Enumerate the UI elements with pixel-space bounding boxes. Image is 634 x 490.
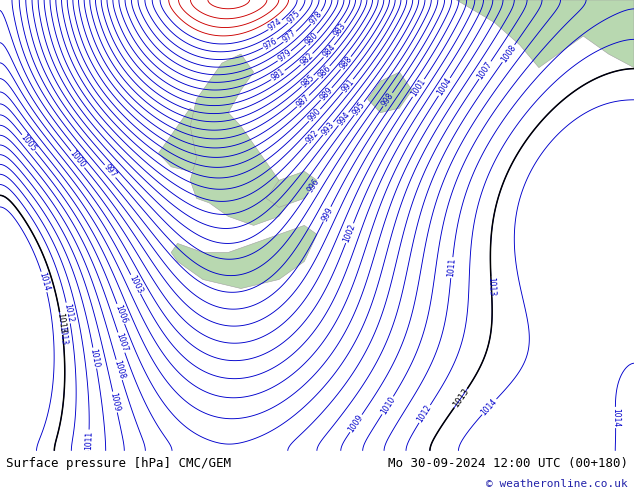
Text: 1013: 1013	[451, 387, 470, 410]
Text: 980: 980	[303, 31, 320, 48]
Polygon shape	[171, 225, 317, 289]
Text: 977: 977	[281, 29, 299, 45]
Polygon shape	[158, 108, 216, 172]
Text: 1012: 1012	[62, 303, 75, 323]
Text: 1003: 1003	[127, 273, 144, 295]
Text: 989: 989	[318, 86, 335, 102]
Polygon shape	[190, 54, 292, 225]
Text: 984: 984	[321, 43, 337, 60]
Text: 1013: 1013	[55, 313, 67, 335]
Text: 1012: 1012	[416, 403, 434, 424]
Text: 998: 998	[380, 91, 396, 108]
Text: 1007: 1007	[476, 60, 494, 81]
Text: 1006: 1006	[113, 303, 129, 324]
Text: Mo 30-09-2024 12:00 UTC (00+180): Mo 30-09-2024 12:00 UTC (00+180)	[387, 457, 628, 470]
Text: 979: 979	[276, 48, 293, 64]
Text: 978: 978	[308, 9, 324, 26]
Text: 1008: 1008	[112, 359, 126, 380]
Text: 982: 982	[299, 51, 315, 68]
Text: 991: 991	[340, 77, 356, 94]
Text: 1008: 1008	[499, 43, 518, 64]
Polygon shape	[368, 72, 412, 113]
Text: 975: 975	[286, 9, 302, 25]
Text: 976: 976	[262, 36, 279, 51]
Polygon shape	[266, 172, 317, 207]
Text: 1005: 1005	[19, 133, 38, 153]
Text: 996: 996	[305, 177, 321, 195]
Text: 1007: 1007	[114, 332, 129, 353]
Text: 987: 987	[295, 93, 311, 109]
Text: 1013: 1013	[57, 325, 68, 345]
Text: 999: 999	[320, 205, 334, 222]
Text: 1000: 1000	[68, 149, 87, 170]
Text: 997: 997	[102, 163, 119, 180]
Text: 974: 974	[267, 17, 284, 33]
Text: 1002: 1002	[342, 222, 358, 244]
Text: 1004: 1004	[436, 76, 453, 98]
Text: 994: 994	[335, 110, 352, 127]
Text: 1009: 1009	[347, 413, 365, 434]
Text: 985: 985	[299, 73, 316, 89]
Text: 1014: 1014	[37, 271, 51, 293]
Text: 1009: 1009	[108, 392, 122, 413]
Text: Surface pressure [hPa] CMC/GEM: Surface pressure [hPa] CMC/GEM	[6, 457, 231, 470]
Text: 1013: 1013	[486, 277, 496, 296]
Text: 1014: 1014	[479, 397, 499, 417]
Text: 1011: 1011	[446, 258, 457, 277]
Text: 995: 995	[351, 100, 367, 117]
Text: 1001: 1001	[410, 77, 427, 98]
Text: 1010: 1010	[378, 395, 397, 416]
Text: 990: 990	[306, 107, 323, 123]
Text: 981: 981	[269, 67, 287, 83]
Polygon shape	[456, 0, 634, 68]
Text: 1010: 1010	[89, 348, 101, 368]
Text: 993: 993	[320, 120, 336, 137]
Text: © weatheronline.co.uk: © weatheronline.co.uk	[486, 479, 628, 489]
Text: 1014: 1014	[611, 408, 620, 427]
Text: 1011: 1011	[84, 430, 94, 450]
Text: 992: 992	[304, 128, 321, 145]
Text: 983: 983	[332, 21, 347, 38]
Text: 988: 988	[338, 54, 354, 72]
Text: 986: 986	[316, 64, 332, 80]
